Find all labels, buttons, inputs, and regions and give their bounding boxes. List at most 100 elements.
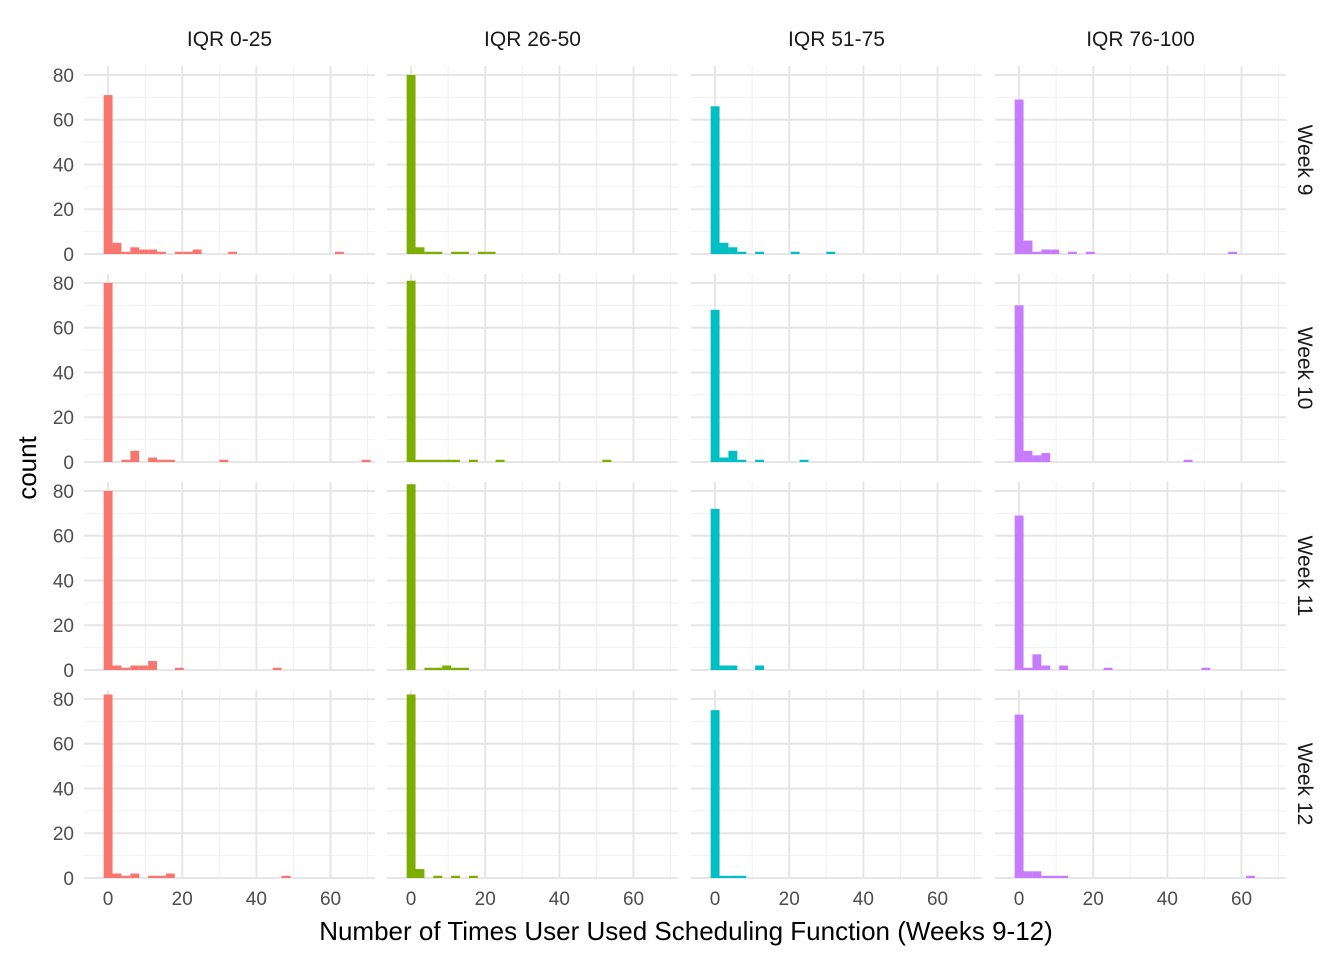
x-tick-label: 0 (1014, 889, 1025, 910)
histogram-bar (361, 459, 371, 462)
histogram-bar (826, 251, 836, 254)
y-tick-label: 0 (63, 869, 74, 890)
x-tick-label: 40 (246, 889, 267, 910)
y-tick-label: 60 (53, 319, 74, 340)
y-tick-label: 80 (53, 482, 74, 503)
histogram-bar (1014, 714, 1024, 878)
panels (84, 66, 1286, 879)
x-axis-title: Number of Times User Used Scheduling Fun… (319, 916, 1053, 946)
histogram-bar (157, 251, 166, 254)
histogram-bar (433, 875, 443, 878)
y-tick-label: 60 (53, 527, 74, 548)
histogram-bar (1201, 667, 1211, 670)
panel-r3-c3 (995, 690, 1286, 879)
histogram-bar (495, 459, 505, 462)
panel-r2-c1 (387, 482, 678, 671)
histogram-bar (728, 665, 738, 670)
histogram-bar (737, 875, 747, 878)
panel-r0-c0 (84, 66, 375, 255)
histogram-bar (1041, 249, 1051, 254)
histogram-bar (719, 242, 729, 254)
x-tick-label: 0 (406, 889, 417, 910)
facet-row-label: Week 11 (1293, 536, 1316, 617)
histogram-bar (1032, 871, 1042, 878)
y-tick-label: 40 (53, 155, 74, 176)
panel-r2-c2 (691, 482, 982, 671)
histogram-bar (281, 875, 291, 878)
histogram-bar (1085, 251, 1095, 254)
x-tick-label: 40 (1157, 889, 1178, 910)
histogram-bar (1050, 875, 1060, 878)
x-tick-label: 20 (779, 889, 800, 910)
bars-r1-c1 (406, 280, 612, 462)
histogram-bar (442, 665, 452, 670)
histogram-bar (103, 490, 113, 670)
panel-r3-c1 (387, 690, 678, 879)
histogram-bar (148, 661, 158, 670)
bars-r1-c0 (103, 282, 371, 462)
y-tick-label: 20 (53, 616, 74, 637)
histogram-bar (121, 459, 131, 462)
x-tick-label: 40 (853, 889, 874, 910)
y-tick-label: 40 (53, 571, 74, 592)
panel-r1-c3 (995, 274, 1286, 463)
y-tick-label: 80 (53, 66, 74, 87)
x-tick-label: 20 (172, 889, 193, 910)
bars-r3-c1 (406, 694, 478, 878)
bars-r2-c2 (710, 508, 765, 670)
histogram-bar (710, 106, 720, 254)
histogram-bar (737, 459, 747, 462)
histogram-bar (1050, 249, 1060, 254)
facet-column-label: IQR 76-100 (1086, 28, 1195, 51)
histogram-bar (1014, 305, 1024, 462)
bars-r2-c0 (103, 490, 282, 670)
x-tick-label: 60 (927, 889, 948, 910)
y-tick-label: 20 (53, 824, 74, 845)
bars-r2-c1 (406, 484, 469, 670)
histogram-bar (121, 875, 131, 878)
y-axis-title: count (12, 435, 42, 499)
histogram-bar (433, 459, 443, 462)
x-tick-label: 20 (1083, 889, 1104, 910)
y-tick-label: 20 (53, 200, 74, 221)
histogram-bar (1068, 251, 1077, 254)
histogram-bar (103, 95, 113, 254)
histogram-bar (755, 459, 765, 462)
histogram-bar (451, 875, 461, 878)
histogram-bar (406, 74, 416, 254)
histogram-bar (728, 247, 738, 254)
histogram-bar (174, 667, 184, 670)
histogram-bar (486, 251, 496, 254)
histogram-bar (192, 249, 202, 254)
histogram-bar (728, 450, 738, 462)
histogram-bar (1014, 515, 1024, 670)
histogram-bar (719, 457, 729, 462)
histogram-bar (148, 457, 158, 462)
histogram-bar (121, 251, 131, 254)
bars-r0-c2 (710, 106, 836, 254)
histogram-bar (424, 667, 434, 670)
histogram-bar (1228, 251, 1238, 254)
histogram-bar (737, 251, 747, 254)
histogram-bar (415, 247, 425, 254)
facet-column-label: IQR 51-75 (788, 28, 885, 51)
panel-r3-c0 (84, 690, 375, 879)
histogram-bar (1032, 251, 1042, 254)
histogram-bar (433, 251, 443, 254)
histogram-bar (139, 249, 149, 254)
histogram-bar (477, 251, 487, 254)
histogram-bar (1183, 459, 1193, 462)
histogram-bar (1059, 665, 1069, 670)
histogram-bar (1032, 455, 1042, 462)
x-tick-label: 0 (103, 889, 114, 910)
histogram-bar (174, 251, 184, 254)
histogram-bar (334, 251, 344, 254)
histogram-bar (112, 665, 122, 670)
histogram-bar (406, 484, 416, 670)
histogram-bar (755, 251, 765, 254)
histogram-bar (103, 282, 113, 462)
histogram-bar (1245, 875, 1255, 878)
histogram-bar (157, 875, 166, 878)
panel-r1-c0 (84, 274, 375, 463)
